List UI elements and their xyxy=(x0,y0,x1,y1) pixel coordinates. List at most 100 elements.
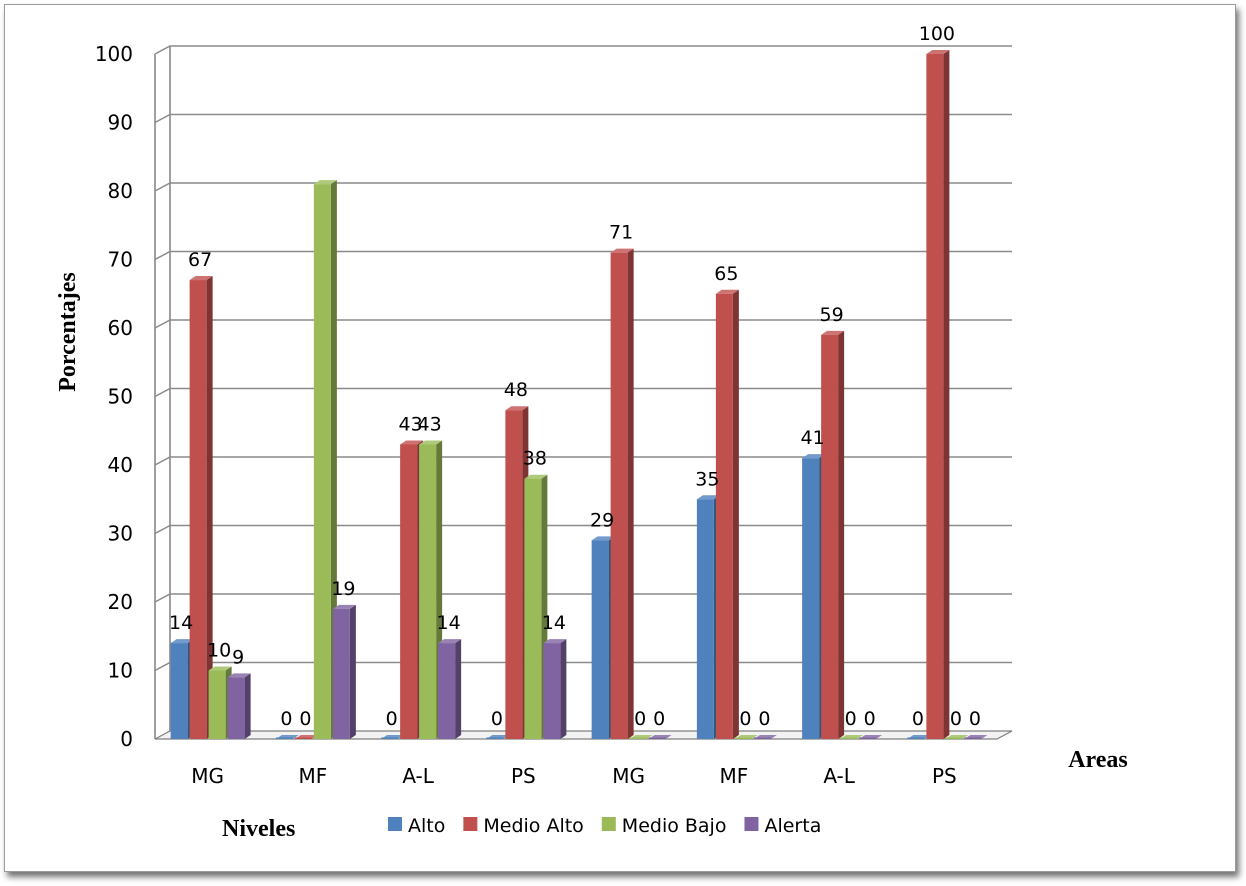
data-label: 0 xyxy=(758,708,770,730)
x-tick-label: MG xyxy=(612,764,645,788)
bar xyxy=(189,276,213,739)
legend-item: Alto xyxy=(388,815,445,837)
data-label: 0 xyxy=(969,708,981,730)
data-label: 48 xyxy=(504,379,528,401)
data-label: 0 xyxy=(634,708,646,730)
legend-title: Niveles xyxy=(222,816,295,842)
data-label: 14 xyxy=(542,612,566,634)
bar xyxy=(294,735,318,739)
y-tick-label: 40 xyxy=(108,453,133,477)
bar xyxy=(381,735,405,739)
legend-item: Medio Bajo xyxy=(601,815,727,837)
y-tick-labels: 0 10 20 30 40 50 60 70 80 90 100 xyxy=(95,42,133,751)
data-label: 43 xyxy=(418,413,442,435)
data-label: 65 xyxy=(714,263,738,285)
bar xyxy=(275,735,299,739)
legend-swatch xyxy=(388,817,402,831)
bar xyxy=(715,289,739,739)
y-tick-label: 70 xyxy=(108,248,133,272)
x-tick-label: A-L xyxy=(823,764,855,788)
legend-item: Alerta xyxy=(744,815,821,837)
gridline xyxy=(154,661,1012,672)
data-label: 67 xyxy=(188,249,212,271)
gridline xyxy=(154,456,1012,466)
data-label: 0 xyxy=(864,708,876,730)
legend-swatch xyxy=(463,817,478,831)
data-label: 19 xyxy=(331,578,355,600)
gridline xyxy=(154,593,1012,603)
y-tick-label: 90 xyxy=(108,111,133,135)
x-tick-label: A-L xyxy=(402,764,434,788)
data-label: 71 xyxy=(609,222,633,244)
bar xyxy=(610,248,634,739)
x-tick-label: MF xyxy=(298,764,327,788)
data-label: 0 xyxy=(653,708,665,730)
data-label: 29 xyxy=(590,509,614,531)
x-tick-labels: MG MF A-L PS MG MF A-L PS xyxy=(191,764,957,788)
x-tick-label: PS xyxy=(932,764,957,788)
data-label: 0 xyxy=(739,708,751,730)
gridline xyxy=(154,250,1012,261)
bar xyxy=(821,330,845,739)
bar xyxy=(438,639,462,739)
data-label: 43 xyxy=(399,413,423,435)
data-label: 0 xyxy=(912,708,924,730)
chart-walls xyxy=(154,46,1013,740)
x-tick-label: PS xyxy=(511,764,536,788)
data-label: 14 xyxy=(437,612,461,634)
gridline xyxy=(154,182,1012,192)
bar xyxy=(227,673,251,739)
y-tick-label: 100 xyxy=(95,42,133,66)
data-label: 9 xyxy=(232,646,244,668)
y-tick-label: 50 xyxy=(108,385,133,409)
y-tick-label: 60 xyxy=(108,316,133,340)
bar xyxy=(753,735,777,739)
gridline xyxy=(154,45,1012,55)
data-label: 0 xyxy=(950,708,962,730)
gridline xyxy=(154,387,1012,398)
bar xyxy=(486,735,510,739)
bar xyxy=(332,604,356,739)
gridline xyxy=(154,524,1012,535)
legend-item: Medio Alto xyxy=(463,815,584,837)
data-label: 0 xyxy=(386,708,398,730)
bar xyxy=(734,735,758,739)
data-label: 35 xyxy=(695,468,719,490)
bar xyxy=(926,50,950,739)
data-label: 38 xyxy=(523,448,547,470)
y-tick-label: 10 xyxy=(108,659,133,683)
data-label: 41 xyxy=(801,427,825,449)
gridlines xyxy=(154,45,1012,672)
gridline xyxy=(154,113,1012,124)
y-axis-title: Porcentajes xyxy=(55,272,81,392)
y-tick-label: 80 xyxy=(108,179,133,203)
legend-label: Alto xyxy=(408,815,445,837)
legend-label: Alerta xyxy=(764,815,821,837)
data-label: 14 xyxy=(169,612,193,634)
legend-swatch xyxy=(601,817,616,831)
data-label: 0 xyxy=(491,708,503,730)
bar xyxy=(945,735,969,739)
bar xyxy=(859,735,883,739)
bar xyxy=(964,735,988,739)
bar xyxy=(840,735,864,739)
bars xyxy=(170,50,988,739)
x-tick-label: MG xyxy=(191,764,224,788)
y-tick-label: 30 xyxy=(108,522,133,546)
bar xyxy=(907,735,931,739)
x-axis-title: Areas xyxy=(1068,747,1128,773)
legend: Niveles Alto Medio Alto Medio Bajo Alerta xyxy=(222,815,821,842)
legend-label: Medio Alto xyxy=(483,815,583,837)
legend-swatch xyxy=(744,817,759,831)
data-label: 10 xyxy=(207,640,231,662)
bar xyxy=(648,735,672,739)
legend-label: Medio Bajo xyxy=(622,815,727,837)
data-label: 0 xyxy=(280,708,292,730)
x-tick-label: MF xyxy=(719,764,748,788)
bar xyxy=(543,639,567,739)
data-label: 0 xyxy=(845,708,857,730)
data-label: 59 xyxy=(820,304,844,326)
y-tick-label: 20 xyxy=(108,590,133,614)
bar xyxy=(629,735,653,739)
